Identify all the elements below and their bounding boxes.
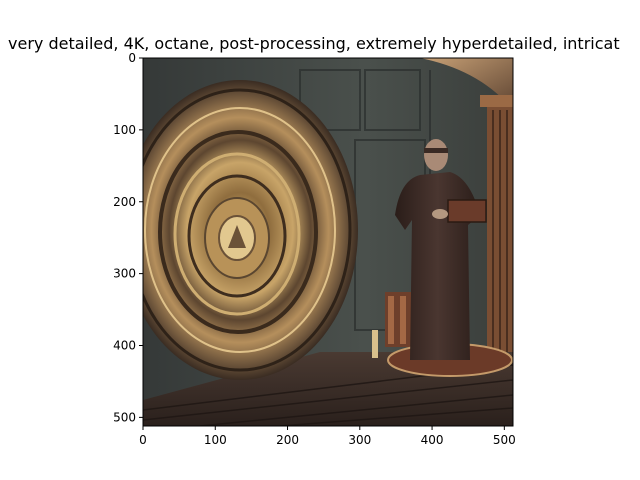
image-content xyxy=(143,58,513,426)
y-tick-label: 200 xyxy=(113,195,136,209)
plot-title: very detailed, 4K, octane, post-processi… xyxy=(8,34,620,53)
x-tick-label: 300 xyxy=(348,433,371,447)
x-tick-label: 0 xyxy=(139,433,147,447)
column-fluting xyxy=(492,110,508,355)
plot-title-row: very detailed, 4K, octane, post-processi… xyxy=(0,34,640,54)
x-tick-label: 100 xyxy=(204,433,227,447)
y-tick-label: 500 xyxy=(113,410,136,424)
y-tick-label: 100 xyxy=(113,123,136,137)
x-tick-label: 400 xyxy=(421,433,444,447)
axes-frame xyxy=(142,57,514,427)
x-tick-label: 200 xyxy=(276,433,299,447)
floor-boards xyxy=(143,364,513,426)
y-axis: 0 100 200 300 400 500 xyxy=(113,51,143,424)
y-tick-label: 400 xyxy=(113,339,136,353)
column-capital xyxy=(480,95,513,107)
x-tick-label: 500 xyxy=(493,433,516,447)
ceiling-arch xyxy=(420,58,513,110)
y-tick-label: 0 xyxy=(128,51,136,65)
robed-figure xyxy=(395,139,487,360)
candle xyxy=(372,330,378,358)
ornate-disc xyxy=(143,80,358,380)
y-tick-label: 300 xyxy=(113,267,136,281)
x-axis: 0 100 200 300 400 500 xyxy=(139,426,516,447)
